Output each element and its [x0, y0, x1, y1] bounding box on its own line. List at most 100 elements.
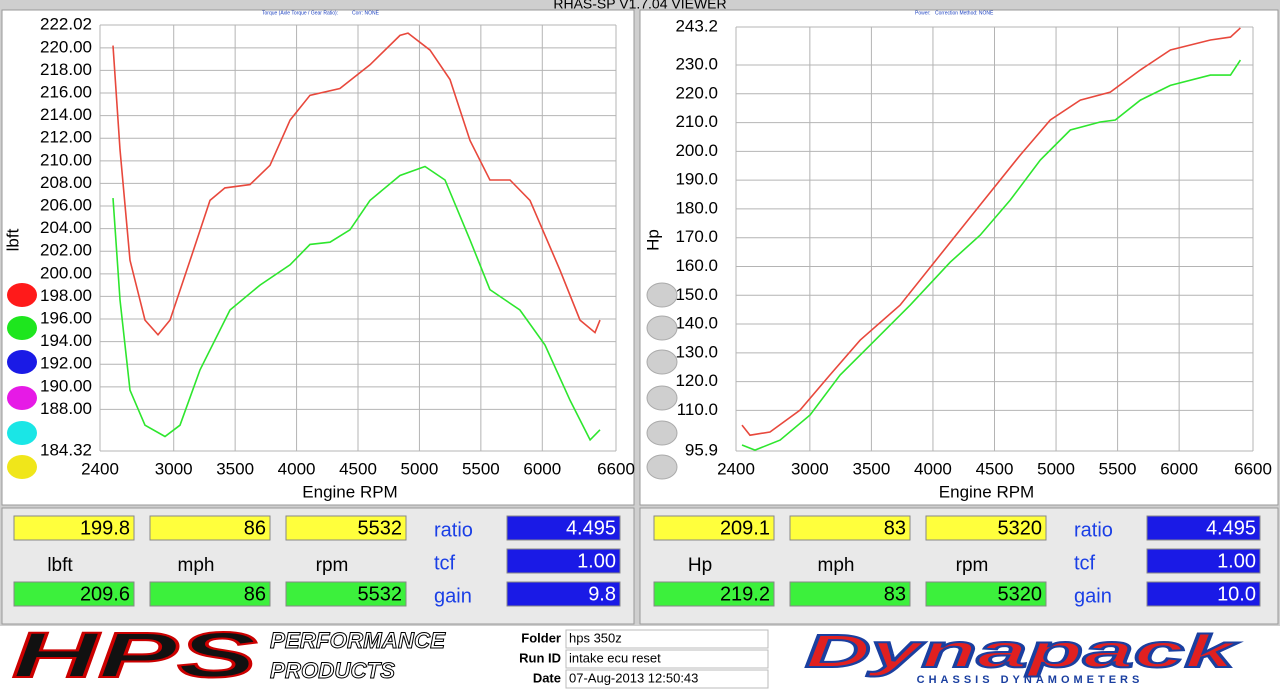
y-tick-label: 208.00 — [40, 173, 92, 192]
y-tick-label: 230.0 — [675, 54, 718, 73]
readout-value: 86 — [244, 583, 266, 605]
run-selector[interactable] — [646, 385, 678, 411]
x-tick-label: 6600 — [1234, 459, 1272, 478]
param-value: 1.00 — [1217, 550, 1256, 572]
run-selector[interactable] — [646, 282, 678, 308]
param-label: gain — [434, 585, 472, 607]
y-tick-label: 222.02 — [40, 14, 92, 33]
y-tick-label: 196.00 — [40, 309, 92, 328]
run-selector[interactable] — [646, 315, 678, 341]
x-tick-label: 5000 — [1037, 459, 1075, 478]
y-tick-label: 140.0 — [675, 314, 718, 333]
readout-box — [13, 581, 135, 607]
readout-box — [653, 581, 775, 607]
header-note: Corr: NONE — [352, 10, 380, 16]
readout-box — [13, 515, 135, 541]
readout-box — [925, 581, 1047, 607]
readout-value: 5320 — [998, 517, 1043, 539]
run-selector[interactable] — [7, 421, 37, 445]
readout-value: 5320 — [998, 583, 1043, 605]
y-tick-label: 220.00 — [40, 37, 92, 56]
readout-box — [285, 581, 407, 607]
run-selector[interactable] — [646, 349, 678, 375]
readout-value: 209.6 — [80, 583, 130, 605]
y-tick-label: 200.00 — [40, 263, 92, 282]
readout-unit: lbft — [47, 555, 73, 576]
x-tick-label: 3000 — [155, 459, 193, 478]
run-selector[interactable] — [7, 386, 37, 410]
x-tick-label: 4000 — [278, 459, 316, 478]
header-note: Torque (Axle Torque / Gear Ratio): — [262, 10, 338, 16]
readout-box — [149, 515, 271, 541]
y-tick-label: 192.00 — [40, 354, 92, 373]
x-tick-label: 5500 — [462, 459, 500, 478]
x-tick-label: 5000 — [401, 459, 439, 478]
param-value: 4.495 — [566, 517, 616, 539]
readout-box — [149, 581, 271, 607]
field-box — [565, 629, 769, 649]
readout-value: 83 — [884, 583, 906, 605]
readout-value: 209.1 — [720, 517, 770, 539]
data-line — [112, 165, 601, 442]
param-label: ratio — [434, 519, 473, 541]
y-tick-label: 243.2 — [675, 16, 718, 35]
readout-box — [925, 515, 1047, 541]
run-selector[interactable] — [7, 283, 37, 307]
hps-logo-text: PERFORMANCE — [270, 628, 446, 653]
field-label: Folder — [521, 630, 561, 645]
x-tick-label: 3500 — [216, 459, 254, 478]
run-selector[interactable] — [7, 316, 37, 340]
y-axis-title: Hp — [643, 229, 662, 251]
x-tick-label: 5500 — [1099, 459, 1137, 478]
run-selector[interactable] — [646, 454, 678, 480]
y-tick-label: 214.00 — [40, 105, 92, 124]
readout-box — [653, 515, 775, 541]
field-label: Date — [533, 670, 561, 685]
readout-value: 5532 — [358, 517, 403, 539]
x-tick-label: 6600 — [597, 459, 635, 478]
run-selectors — [7, 282, 678, 480]
header-note: Power: — [915, 10, 931, 16]
run-selector[interactable] — [7, 350, 37, 374]
y-tick-label: 150.0 — [675, 285, 718, 304]
data-line — [741, 59, 1242, 451]
x-tick-label: 6000 — [523, 459, 561, 478]
x-tick-label: 3500 — [852, 459, 890, 478]
y-tick-label: 184.32 — [40, 440, 92, 459]
readout-box — [285, 515, 407, 541]
y-tick-label: 130.0 — [675, 342, 718, 361]
y-tick-label: 216.00 — [40, 83, 92, 102]
y-tick-label: 212.00 — [40, 128, 92, 147]
y-tick-label: 202.00 — [40, 241, 92, 260]
y-tick-label: 120.0 — [675, 371, 718, 390]
x-tick-label: 2400 — [81, 459, 119, 478]
plots: 2400 3000 3500 4000 4500 5000 5500 6000 6600 184.… — [3, 14, 1271, 501]
readouts: 199.8 86 5532 209.6 86 5532 lbft mph rpm ratio 4.4… — [13, 515, 1261, 607]
header-note: Correction Method: NONE — [935, 10, 994, 16]
data-line — [112, 32, 601, 337]
readout-value: 5532 — [358, 583, 403, 605]
field-box — [565, 669, 769, 689]
param-value: 10.0 — [1217, 583, 1256, 605]
param-label: ratio — [1074, 519, 1113, 541]
param-value: 4.495 — [1206, 517, 1256, 539]
x-tick-label: 4000 — [914, 459, 952, 478]
readout-value: 219.2 — [720, 583, 770, 605]
y-tick-label: 190.00 — [40, 376, 92, 395]
field-value: hps 350z — [569, 630, 622, 645]
x-tick-label: 4500 — [976, 459, 1014, 478]
readout-unit: rpm — [316, 555, 349, 576]
x-tick-label: 6000 — [1160, 459, 1198, 478]
run-selector[interactable] — [7, 455, 37, 479]
readout-unit: rpm — [956, 555, 989, 576]
run-info: Folder hps 350z Run ID intake ecu reset Date… — [519, 629, 769, 689]
x-axis-title: Engine RPM — [302, 482, 397, 501]
y-tick-label: 200.0 — [675, 141, 718, 160]
field-label: Run ID — [519, 650, 561, 665]
readout-box — [789, 581, 911, 607]
param-box — [506, 581, 621, 607]
run-selector[interactable] — [646, 420, 678, 446]
param-label: tcf — [434, 552, 456, 574]
